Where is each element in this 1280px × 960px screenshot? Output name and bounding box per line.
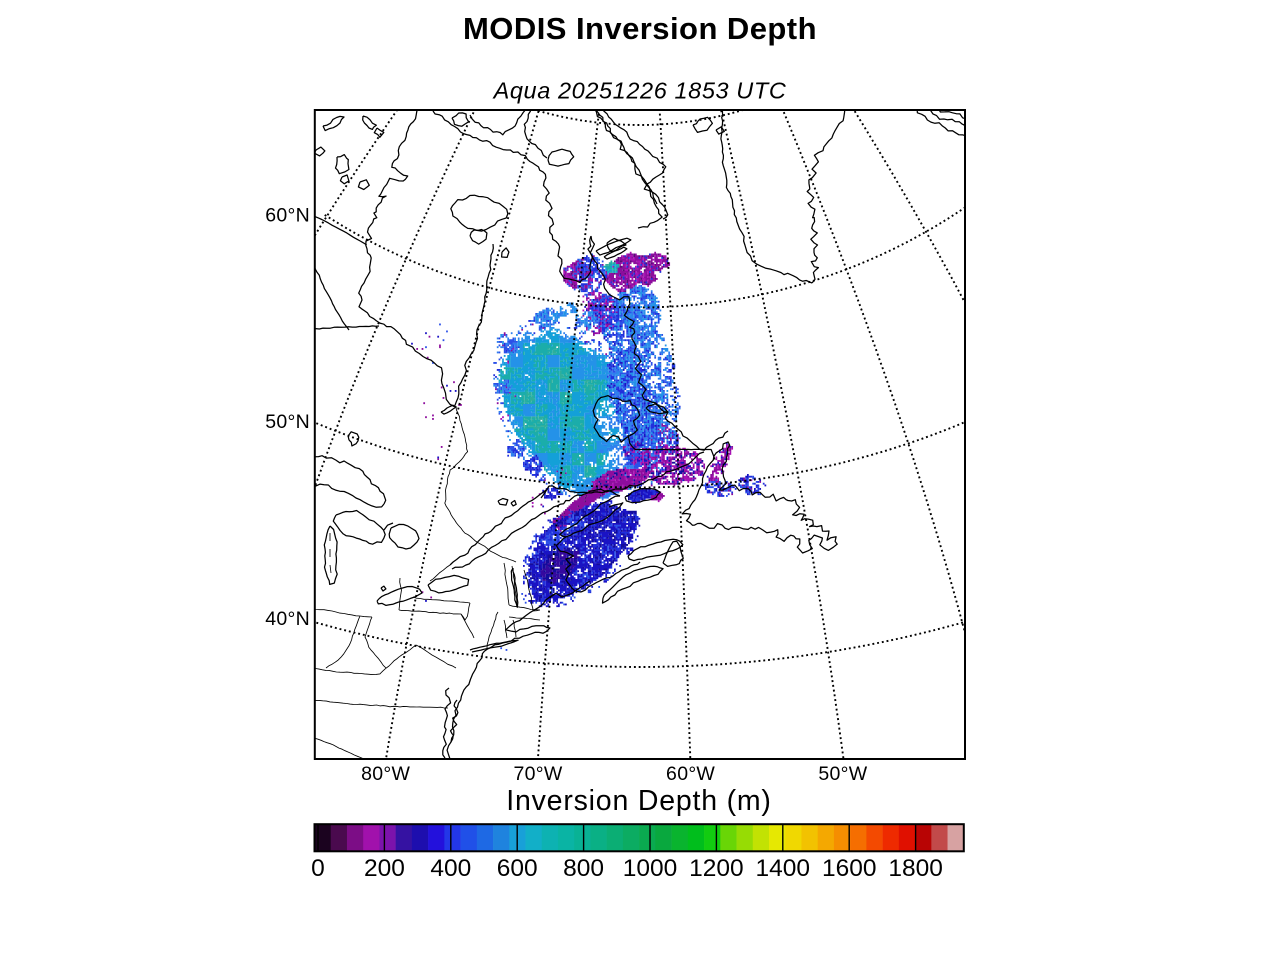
- svg-text:1600: 1600: [822, 855, 877, 882]
- svg-text:600: 600: [497, 855, 538, 882]
- svg-text:80°W: 80°W: [361, 763, 410, 785]
- svg-text:40°N: 40°N: [265, 608, 310, 630]
- svg-text:Aqua 20251226 1853 UTC: Aqua 20251226 1853 UTC: [492, 78, 787, 104]
- svg-text:50°W: 50°W: [818, 763, 867, 785]
- svg-text:200: 200: [364, 855, 405, 882]
- svg-text:Inversion Depth (m): Inversion Depth (m): [506, 785, 771, 817]
- svg-text:0: 0: [311, 855, 325, 882]
- svg-text:1400: 1400: [756, 855, 811, 882]
- svg-text:400: 400: [430, 855, 471, 882]
- svg-text:60°N: 60°N: [265, 205, 310, 227]
- svg-text:MODIS Inversion Depth: MODIS Inversion Depth: [463, 11, 817, 46]
- svg-text:1200: 1200: [689, 855, 744, 882]
- svg-text:50°N: 50°N: [265, 411, 310, 433]
- svg-text:1800: 1800: [888, 855, 943, 882]
- svg-text:1000: 1000: [623, 855, 678, 882]
- svg-text:60°W: 60°W: [666, 763, 715, 785]
- svg-text:800: 800: [563, 855, 604, 882]
- svg-text:70°W: 70°W: [513, 763, 562, 785]
